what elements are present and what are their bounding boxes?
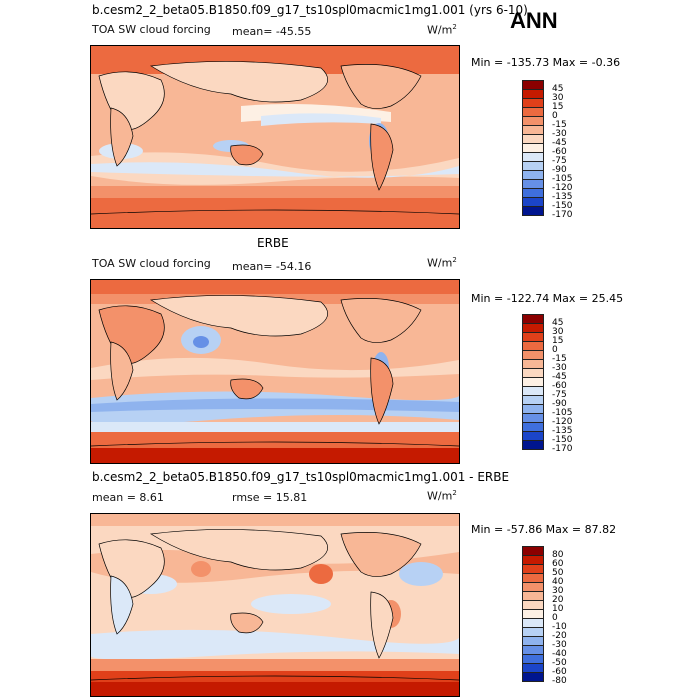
panel3-tick: -30 (552, 640, 567, 650)
panel2-tick: -60 (552, 381, 567, 391)
panel2-mean: mean= -54.16 (232, 260, 312, 273)
panel1-tick: 0 (552, 111, 558, 121)
panel2-tick: -90 (552, 399, 567, 409)
panel2-minmax: Min = -122.74 Max = 25.45 (471, 292, 624, 305)
panel3-units: W/m2 (427, 489, 457, 503)
panel1-tick: -90 (552, 165, 567, 175)
panel2-tick: -45 (552, 372, 567, 382)
panel1-tick: -150 (552, 201, 573, 211)
panel2-tick: -135 (552, 426, 573, 436)
panel3-tick: -80 (552, 676, 567, 686)
panel2-tick: -150 (552, 435, 573, 445)
panel3-tick: -50 (552, 658, 567, 668)
panel2-variable: TOA SW cloud forcing (92, 257, 211, 270)
panel1-tick: -15 (552, 120, 567, 130)
panel1-mean: mean= -45.55 (232, 25, 312, 38)
panel2-tick: 15 (552, 336, 564, 346)
panel2-tick: -105 (552, 408, 573, 418)
panel3-tick: 0 (552, 613, 558, 623)
panel2-tick: 30 (552, 327, 564, 337)
panel1-minmax: Min = -135.73 Max = -0.36 (471, 56, 621, 69)
panel3-title: b.cesm2_2_beta05.B1850.f09_g17_ts10spl0m… (92, 470, 510, 484)
panel3-tick: -40 (552, 649, 567, 659)
panel1-tick: -170 (552, 210, 573, 220)
panel1-tick: -135 (552, 192, 573, 202)
panel1-tick: -105 (552, 174, 573, 184)
panel2-title: ERBE (257, 236, 289, 250)
panel2-map (90, 279, 460, 464)
panel1-map (90, 45, 460, 229)
panel1-tick: -30 (552, 129, 567, 139)
panel1-tick: -45 (552, 138, 567, 148)
panel3-tick: 40 (552, 577, 564, 587)
panel1-tick: 15 (552, 102, 564, 112)
panel3-rmse: rmse = 15.81 (232, 491, 308, 504)
panel3-tick: 20 (552, 595, 564, 605)
panel1-variable: TOA SW cloud forcing (92, 23, 211, 36)
panel3-tick: 60 (552, 559, 564, 569)
panel2-colorbar: 45 30 15 0 -15 -30 -45 -60 -75 -90 -105 … (522, 314, 572, 460)
panel3-tick: 10 (552, 604, 564, 614)
panel2-tick: -15 (552, 354, 567, 364)
panel3-tick: -20 (552, 631, 567, 641)
panel2-tick: -75 (552, 390, 567, 400)
season-label: ANN (510, 8, 558, 33)
panel1-tick: -75 (552, 156, 567, 166)
panel3-mean: mean = 8.61 (92, 491, 164, 504)
panel3-map (90, 513, 460, 697)
panel2-tick: -170 (552, 444, 573, 454)
panel2-tick: 45 (552, 318, 564, 328)
panel2-units: W/m2 (427, 256, 457, 270)
panel3-tick: -10 (552, 622, 567, 632)
panel2-tick: -120 (552, 417, 573, 427)
panel3-tick: 80 (552, 550, 564, 560)
panel1-tick: 45 (552, 84, 564, 94)
panel1-tick: 30 (552, 93, 564, 103)
panel3-tick: 30 (552, 586, 564, 596)
run-title: b.cesm2_2_beta05.B1850.f09_g17_ts10spl0m… (92, 3, 528, 17)
panel1-colorbar: 45 30 15 0 -15 -30 -45 -60 -75 -90 -105 … (522, 80, 572, 226)
panel2-tick: 0 (552, 345, 558, 355)
panel3-tick: 50 (552, 568, 564, 578)
panel1-units: W/m2 (427, 23, 457, 37)
panel2-tick: -30 (552, 363, 567, 373)
panel3-colorbar: 80 60 50 40 30 20 10 0 -10 -20 -30 -40 -… (522, 546, 567, 692)
panel3-minmax: Min = -57.86 Max = 87.82 (471, 523, 617, 536)
panel1-tick: -120 (552, 183, 573, 193)
panel3-tick: -60 (552, 667, 567, 677)
panel1-tick: -60 (552, 147, 567, 157)
